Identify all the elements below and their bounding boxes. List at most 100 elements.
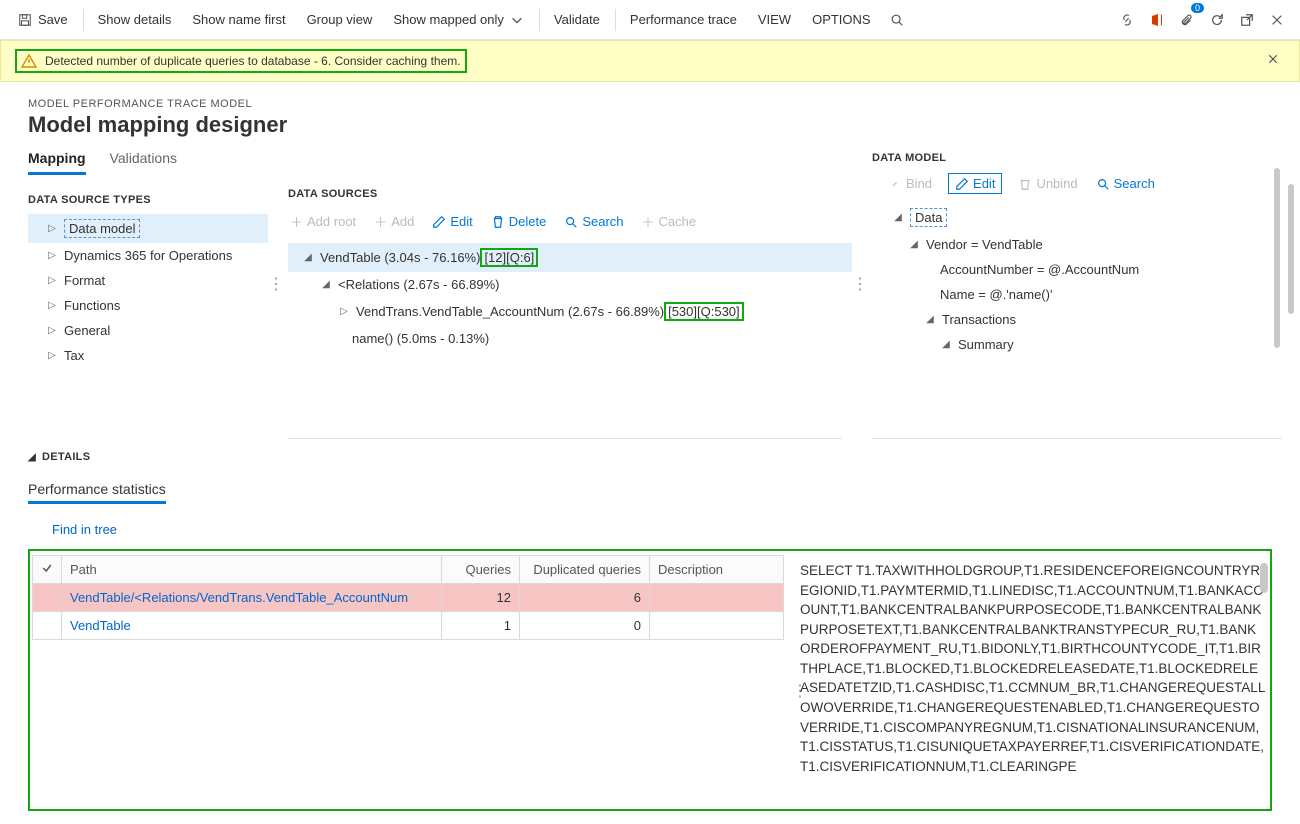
edit-button[interactable]: Edit <box>430 210 474 233</box>
delete-button[interactable]: Delete <box>489 210 549 233</box>
plus-icon: ＋ <box>642 212 655 231</box>
cell-queries: 1 <box>442 612 520 640</box>
chevron-right-icon: ▷ <box>46 250 58 261</box>
column-dup[interactable]: Duplicated queries <box>520 556 650 584</box>
tree-item-transactions[interactable]: ◢ Transactions <box>878 307 1272 332</box>
tree-item-data[interactable]: ◢ Data <box>878 203 1272 232</box>
tab-validations[interactable]: Validations <box>110 144 177 175</box>
close-button[interactable] <box>1262 5 1292 35</box>
attachments-button[interactable]: 0 <box>1172 5 1202 35</box>
chevron-right-icon: ▷ <box>46 275 58 286</box>
popout-icon <box>1240 13 1254 27</box>
data-source-types-heading: DATA SOURCE TYPES <box>28 194 268 206</box>
toolbar-separator <box>83 9 84 31</box>
popout-button[interactable] <box>1232 5 1262 35</box>
paperclip-icon <box>1180 13 1194 27</box>
search-button[interactable] <box>882 5 912 35</box>
refresh-button[interactable] <box>1202 5 1232 35</box>
page-header: MODEL PERFORMANCE TRACE MODEL Model mapp… <box>0 82 1300 144</box>
view-menu[interactable]: VIEW <box>748 0 802 39</box>
cell-path[interactable]: VendTable <box>62 612 442 640</box>
search-icon <box>890 13 904 27</box>
tree-item-namefn[interactable]: name() (5.0ms - 0.13%) <box>288 326 852 351</box>
query-badge: [530][Q:530] <box>664 302 744 321</box>
cache-button[interactable]: ＋Cache <box>640 208 699 235</box>
tree-item-tax[interactable]: ▷ Tax <box>28 343 268 368</box>
performance-trace-button[interactable]: Performance trace <box>620 0 748 39</box>
alert-highlight: Detected number of duplicate queries to … <box>15 49 467 73</box>
unbind-button[interactable]: Unbind <box>1016 172 1079 195</box>
edit-button[interactable]: Edit <box>948 173 1002 194</box>
find-in-tree-link[interactable]: Find in tree <box>28 522 1272 537</box>
cell-dup: 0 <box>520 612 650 640</box>
query-badge: [12][Q:6] <box>480 248 538 267</box>
scrollbar[interactable] <box>1288 184 1294 314</box>
tree-item-relations[interactable]: ◢ <Relations (2.67s - 66.89%) <box>288 272 852 297</box>
search-button[interactable]: Search <box>562 210 625 233</box>
grid-row[interactable]: VendTable/<Relations/VendTrans.VendTable… <box>33 584 784 612</box>
options-menu[interactable]: OPTIONS <box>802 0 882 39</box>
show-details-button[interactable]: Show details <box>88 0 183 39</box>
tab-mapping[interactable]: Mapping <box>28 144 86 175</box>
select-all-header[interactable] <box>33 556 62 584</box>
link-icon <box>888 177 902 191</box>
validate-button[interactable]: Validate <box>544 0 611 39</box>
add-button[interactable]: ＋Add <box>372 208 416 235</box>
toolbar-separator <box>615 9 616 31</box>
tree-item-vendor[interactable]: ◢ Vendor = VendTable <box>878 232 1272 257</box>
pencil-icon <box>432 215 446 229</box>
performance-results-box: Path Queries Duplicated queries Descript… <box>28 549 1272 811</box>
tree-item-summary[interactable]: ◢ Summary <box>878 332 1272 357</box>
alert-bar: Detected number of duplicate queries to … <box>0 40 1300 82</box>
data-sources-tree: ◢ VendTable (3.04s - 76.16%)[12][Q:6] ◢ … <box>288 243 852 351</box>
grid-row[interactable]: VendTable 1 0 <box>33 612 784 640</box>
cell-queries: 12 <box>442 584 520 612</box>
save-button[interactable]: Save <box>8 0 79 39</box>
show-name-first-button[interactable]: Show name first <box>182 0 296 39</box>
data-sources-toolbar: ＋Add root ＋Add Edit Delete Search ＋Cache <box>288 208 852 235</box>
chevron-right-icon: ▷ <box>46 223 58 234</box>
search-button[interactable]: Search <box>1094 172 1157 195</box>
chevron-right-icon: ▷ <box>46 300 58 311</box>
splitter-handle[interactable]: ⋮ <box>268 274 284 294</box>
add-root-button[interactable]: ＋Add root <box>288 208 358 235</box>
tree-item-vendtrans[interactable]: ▷ VendTrans.VendTable_AccountNum (2.67s … <box>288 297 852 326</box>
scrollbar[interactable] <box>1274 168 1280 348</box>
show-mapped-only-button[interactable]: Show mapped only <box>383 0 535 39</box>
details-section: ◢ DETAILS Performance statistics Find in… <box>0 439 1300 537</box>
column-path[interactable]: Path <box>62 556 442 584</box>
scrollbar[interactable] <box>1260 563 1268 593</box>
main-area: Mapping Validations DATA SOURCE TYPES ▷ … <box>0 144 1300 439</box>
group-view-button[interactable]: Group view <box>297 0 384 39</box>
tree-item-general[interactable]: ▷ General <box>28 318 268 343</box>
tree-item-format[interactable]: ▷ Format <box>28 268 268 293</box>
office-icon-button[interactable] <box>1142 5 1172 35</box>
trash-icon <box>491 215 505 229</box>
tree-item-functions[interactable]: ▷ Functions <box>28 293 268 318</box>
tree-item-vendtable[interactable]: ◢ VendTable (3.04s - 76.16%)[12][Q:6] <box>288 243 852 272</box>
alert-close-button[interactable] <box>1261 52 1285 70</box>
row-checkbox[interactable] <box>33 584 62 612</box>
data-model-tree: ◢ Data ◢ Vendor = VendTable AccountNumbe… <box>878 203 1272 357</box>
tree-item-name[interactable]: Name = @.'name()' <box>878 282 1272 307</box>
details-header[interactable]: ◢ DETAILS <box>28 451 1272 463</box>
cell-path[interactable]: VendTable/<Relations/VendTrans.VendTable… <box>62 584 442 612</box>
refresh-icon <box>1210 13 1224 27</box>
column-desc[interactable]: Description <box>650 556 784 584</box>
data-model-heading: DATA MODEL <box>872 152 1272 164</box>
sql-pane: SELECT T1.TAXWITHHOLDGROUP,T1.RESIDENCEF… <box>800 555 1268 807</box>
plus-icon: ＋ <box>290 212 303 231</box>
row-checkbox[interactable] <box>33 612 62 640</box>
tab-performance-statistics[interactable]: Performance statistics <box>28 477 166 504</box>
bind-button[interactable]: Bind <box>886 172 934 195</box>
chevron-down-icon <box>510 13 524 27</box>
office-icon <box>1149 12 1165 28</box>
link-icon-button[interactable] <box>1112 5 1142 35</box>
splitter-handle[interactable]: ⋮ <box>852 274 868 294</box>
column-queries[interactable]: Queries <box>442 556 520 584</box>
toolbar-separator <box>539 9 540 31</box>
tree-item-d365[interactable]: ▷ Dynamics 365 for Operations <box>28 243 268 268</box>
tree-item-accountnum[interactable]: AccountNumber = @.AccountNum <box>878 257 1272 282</box>
tree-item-data-model[interactable]: ▷ Data model <box>28 214 268 243</box>
sql-text: SELECT T1.TAXWITHHOLDGROUP,T1.RESIDENCEF… <box>800 561 1266 776</box>
